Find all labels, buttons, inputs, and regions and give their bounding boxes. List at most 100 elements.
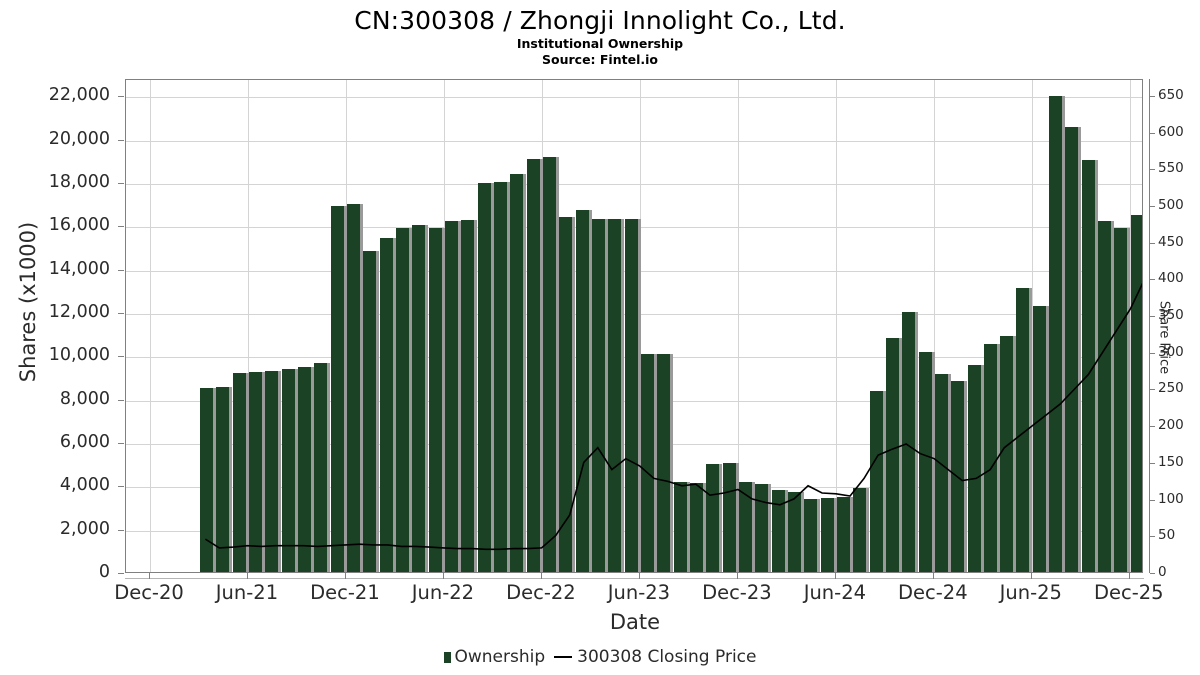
bar[interactable] <box>689 482 706 572</box>
y2-axis-tick-label: 500 <box>1158 196 1184 213</box>
bar[interactable] <box>346 204 363 572</box>
bar[interactable] <box>1081 160 1098 572</box>
bar[interactable] <box>232 373 249 572</box>
bar[interactable] <box>787 492 804 572</box>
legend-item-ownership[interactable]: Ownership <box>443 647 545 667</box>
bar[interactable] <box>624 219 641 572</box>
bar[interactable] <box>379 238 396 572</box>
y2-axis-tick-label: 350 <box>1158 307 1184 324</box>
bar[interactable] <box>967 364 984 572</box>
x-axis-tick-label: Jun-24 <box>803 581 867 604</box>
bar[interactable] <box>1032 305 1049 572</box>
bar[interactable] <box>199 388 216 572</box>
bar[interactable] <box>591 219 608 572</box>
y2-axis-tick-label: 400 <box>1158 270 1184 287</box>
gridline <box>126 184 1142 185</box>
gridline <box>150 80 151 572</box>
bar[interactable] <box>869 391 886 572</box>
bar[interactable] <box>608 218 625 572</box>
x-axis-title: Date <box>609 610 661 634</box>
bar[interactable] <box>526 158 543 572</box>
bar[interactable] <box>738 482 755 572</box>
y-axis-tick <box>118 226 124 228</box>
gridline <box>126 97 1142 99</box>
bar[interactable] <box>1098 221 1115 572</box>
bar[interactable] <box>640 353 657 572</box>
bar[interactable] <box>836 497 853 572</box>
bar[interactable] <box>412 225 429 572</box>
bar[interactable] <box>444 220 461 572</box>
y-axis-tick <box>118 356 124 358</box>
bar[interactable] <box>297 367 314 572</box>
bar[interactable] <box>673 482 690 572</box>
y-axis-tick-label: 16,000 <box>48 215 110 236</box>
bar[interactable] <box>934 374 951 572</box>
bar[interactable] <box>477 182 494 572</box>
bar[interactable] <box>395 227 412 572</box>
y2-axis-tick <box>1150 499 1155 501</box>
x-axis-tick-label: Jun-25 <box>999 581 1062 604</box>
gridline <box>126 140 1142 142</box>
bar[interactable] <box>461 219 478 572</box>
bar[interactable] <box>804 499 821 572</box>
y2-axis-tick-label: 150 <box>1158 453 1184 470</box>
bar[interactable] <box>902 312 919 572</box>
legend-line-icon <box>554 656 573 658</box>
y2-axis-tick <box>1150 279 1155 281</box>
bar[interactable] <box>1114 227 1131 572</box>
y-axis-tick <box>118 573 124 574</box>
bar[interactable] <box>1065 127 1082 572</box>
x-axis-tick-label: Jun-23 <box>607 581 671 604</box>
x-axis-tick-label: Dec-22 <box>506 581 576 604</box>
x-axis-tick-label: Jun-22 <box>411 581 475 604</box>
bar[interactable] <box>771 490 788 572</box>
price-line-series <box>126 80 1142 572</box>
bar[interactable] <box>1000 335 1017 572</box>
bar[interactable] <box>510 173 527 572</box>
bar[interactable] <box>657 354 674 572</box>
bar[interactable] <box>853 487 870 572</box>
y2-axis-line <box>1149 79 1150 573</box>
x-axis-tick <box>540 573 542 579</box>
bar[interactable] <box>542 157 559 572</box>
y2-axis-tick-label: 550 <box>1158 160 1184 177</box>
bar[interactable] <box>363 250 380 572</box>
bar[interactable] <box>1049 96 1066 572</box>
bar[interactable] <box>1016 287 1033 572</box>
bar[interactable] <box>314 363 331 572</box>
y-axis-tick <box>118 529 124 531</box>
y-axis-tick-label: 0 <box>98 562 110 582</box>
bar[interactable] <box>755 484 772 572</box>
y2-axis-tick <box>1150 389 1155 391</box>
x-axis-tick <box>834 573 836 579</box>
legend-item-price[interactable]: 300308 Closing Price <box>545 647 756 667</box>
x-axis-tick <box>932 573 934 579</box>
y-axis-tick-label: 18,000 <box>48 172 110 192</box>
y-axis-tick-label: 20,000 <box>48 128 110 149</box>
y2-axis-tick <box>1150 169 1155 171</box>
y2-axis-tick <box>1150 205 1155 207</box>
bar[interactable] <box>559 216 576 572</box>
y2-axis-tick-label: 250 <box>1158 380 1184 397</box>
y2-axis-tick <box>1150 242 1155 244</box>
bar[interactable] <box>281 369 298 572</box>
legend-label-price: 300308 Closing Price <box>577 647 757 667</box>
chart-subtitle: Institutional Ownership <box>516 36 684 51</box>
bar[interactable] <box>885 337 902 572</box>
y2-axis-tick-label: 300 <box>1158 343 1184 360</box>
x-axis-tick <box>736 573 738 579</box>
bar[interactable] <box>216 387 233 572</box>
x-axis-tick-label: Dec-23 <box>702 581 772 604</box>
bar[interactable] <box>493 182 510 572</box>
x-axis-tick <box>442 573 444 579</box>
bar[interactable] <box>248 372 265 572</box>
bar[interactable] <box>428 227 445 572</box>
bar[interactable] <box>1130 214 1142 572</box>
x-axis-tick <box>1128 573 1130 579</box>
bar[interactable] <box>706 463 723 572</box>
bar[interactable] <box>330 206 347 572</box>
bar[interactable] <box>265 370 282 572</box>
bar[interactable] <box>918 352 935 572</box>
bar[interactable] <box>820 497 837 572</box>
